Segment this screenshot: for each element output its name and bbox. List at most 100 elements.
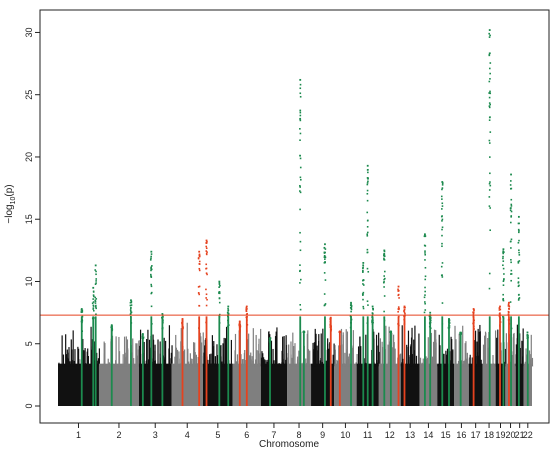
hit-point (518, 284, 520, 287)
hit-point (268, 337, 271, 340)
point-cluster-chr4 (174, 356, 176, 367)
hit-point (142, 333, 144, 335)
hit-point (362, 307, 365, 310)
point-cluster-chr3 (141, 365, 143, 367)
point-cluster-chr2 (109, 365, 111, 367)
point-cluster-chr7 (275, 331, 277, 367)
point-cluster-chr17 (471, 364, 474, 367)
point-cluster-chr1 (82, 365, 84, 367)
point-cluster-chr10 (352, 360, 354, 367)
hit-peak-point (459, 332, 462, 335)
point-cluster-chr14 (420, 365, 422, 367)
point-cluster-chr13 (401, 365, 403, 367)
point-cluster-chr5 (224, 365, 227, 367)
point-cluster-chr1 (73, 365, 76, 367)
hit-point (510, 187, 513, 190)
point-cluster-chr1 (72, 330, 74, 367)
point-cluster-chr7 (273, 360, 275, 367)
hit-point (81, 309, 84, 312)
point-cluster-chr14 (422, 358, 424, 367)
hit-point (489, 184, 492, 187)
point-cluster-chr8 (297, 366, 300, 367)
hit-peak-point (441, 181, 444, 183)
hit-point (473, 319, 475, 322)
hit-point (366, 322, 369, 324)
hit-column-14-30 (429, 316, 432, 406)
point-cluster-chr14 (428, 365, 430, 367)
point-cluster-chr3 (149, 354, 151, 367)
hit-column-17-34 (472, 316, 475, 406)
hit-point (367, 177, 369, 179)
point-cluster-chr9 (312, 342, 314, 367)
point-cluster-chr9 (332, 354, 334, 367)
point-cluster-chr6 (254, 364, 256, 367)
hit-point (440, 265, 443, 268)
hit-point (245, 310, 248, 313)
hit-point (448, 324, 450, 327)
hit-point (441, 234, 443, 237)
point-cluster-chr6 (252, 328, 254, 367)
point-cluster-chr4 (188, 361, 190, 367)
point-cluster-chr17 (468, 366, 471, 367)
hit-point (110, 326, 113, 329)
hit-point (502, 299, 505, 302)
hit-point (518, 222, 520, 225)
hit-point (488, 80, 491, 83)
hit-point (489, 172, 491, 175)
hit-point (323, 251, 326, 254)
point-cluster-chr4 (186, 366, 189, 367)
point-cluster-chr16 (464, 359, 466, 367)
point-cluster-chr1 (72, 359, 74, 367)
point-cluster-chr2 (108, 364, 110, 367)
point-cluster-chr10 (341, 365, 343, 367)
point-cluster-chr7 (278, 363, 280, 367)
point-cluster-chr12 (386, 366, 388, 367)
hit-point (510, 210, 513, 213)
hit-point (502, 252, 505, 255)
point-cluster-chr6 (250, 352, 252, 367)
point-cluster-chr8 (301, 366, 303, 367)
hit-point (424, 250, 426, 252)
point-cluster-chr10 (336, 359, 338, 367)
point-cluster-chr8 (290, 341, 292, 367)
chromosome-band-8 (287, 363, 312, 406)
hit-point (129, 309, 132, 311)
hit-point (205, 304, 208, 307)
hit-point (94, 317, 97, 320)
hit-point (349, 326, 352, 329)
hit-point (198, 260, 201, 263)
hit-point (227, 315, 229, 318)
point-cluster-chr10 (346, 331, 349, 367)
hit-point (299, 109, 302, 112)
hit-point (246, 308, 248, 310)
hit-point (111, 327, 113, 329)
x-axis-title: Chromosome (259, 439, 319, 450)
hit-point (197, 286, 200, 288)
hit-point (81, 310, 83, 313)
point-cluster-chr3 (165, 340, 167, 367)
point-cluster-chr7 (280, 365, 283, 367)
hit-point (324, 255, 326, 258)
point-cluster-chr6 (254, 366, 257, 367)
point-cluster-chr16 (458, 333, 460, 367)
hit-point (447, 327, 450, 329)
hit-point (488, 32, 490, 35)
point-cluster-chr10 (337, 360, 339, 367)
point-cluster-chr12 (392, 347, 394, 367)
hit-point (440, 215, 443, 218)
hit-point (238, 324, 241, 327)
point-cluster-chr8 (308, 366, 310, 367)
point-cluster-chr4 (200, 355, 203, 367)
point-cluster-chr1 (78, 348, 80, 367)
hit-peak-point (362, 262, 365, 264)
hit-point (323, 262, 326, 264)
hit-point (510, 279, 512, 282)
point-cluster-chr12 (400, 353, 402, 367)
point-cluster-chr2 (103, 353, 105, 367)
point-cluster-chr9 (333, 343, 335, 367)
hit-point (150, 275, 152, 278)
point-cluster-chr4 (196, 363, 198, 367)
point-cluster-chr19 (497, 329, 499, 367)
x-tick-label: 14 (423, 430, 433, 440)
point-cluster-chr5 (204, 345, 206, 367)
